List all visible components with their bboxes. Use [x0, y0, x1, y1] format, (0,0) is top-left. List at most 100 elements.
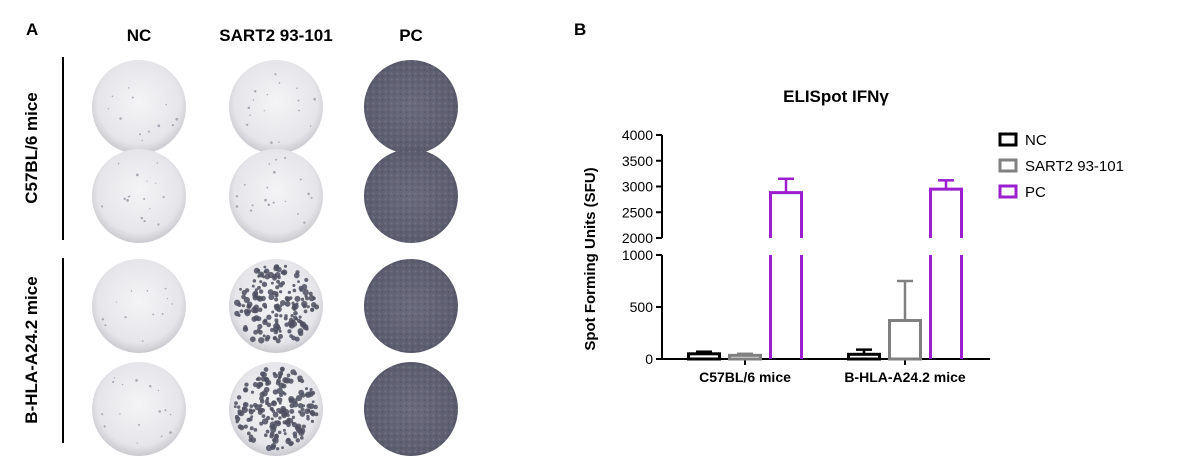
- well-spot: [119, 117, 122, 120]
- well-spot: [268, 294, 275, 301]
- well-spot: [272, 336, 277, 340]
- well-spot: [287, 290, 292, 295]
- well-spot: [282, 377, 289, 384]
- well-spot: [250, 390, 255, 394]
- y-tick-label: 2000: [622, 230, 653, 246]
- well-spot: [277, 430, 282, 435]
- well-spot: [274, 313, 279, 318]
- well-spot: [252, 402, 258, 408]
- well-spot: [284, 301, 291, 307]
- well-spot: [290, 369, 297, 375]
- well-spot: [239, 309, 244, 314]
- well-spot: [256, 384, 261, 390]
- well-spot: [249, 114, 251, 117]
- column-header-pc: PC: [399, 26, 423, 45]
- well-spot: [276, 387, 283, 395]
- well-spot: [286, 437, 291, 442]
- well-spot: [248, 437, 253, 443]
- well-spot: [171, 303, 173, 305]
- x-tick-label: B-HLA-A24.2 mice: [844, 369, 966, 385]
- well-spot: [278, 382, 285, 389]
- well-spot: [135, 378, 138, 382]
- well-spot: [241, 406, 248, 414]
- well-spot: [298, 109, 300, 112]
- well-spot: [126, 199, 129, 202]
- well-spot: [275, 285, 280, 290]
- well-spot: [235, 205, 239, 208]
- well-spot: [149, 385, 152, 388]
- well-spot: [313, 97, 316, 101]
- well-spot: [141, 139, 143, 142]
- well-spot: [288, 398, 294, 404]
- y-tick-label: 0: [645, 351, 653, 367]
- well-spot: [246, 417, 251, 422]
- well-spot: [304, 277, 309, 283]
- well-spot: [279, 314, 283, 318]
- bar-sart2-93-101: [888, 319, 922, 361]
- well-spot: [275, 324, 281, 329]
- well-spot: [160, 435, 163, 438]
- well-spot: [285, 296, 291, 302]
- well-spot: [298, 285, 304, 291]
- well-spot: [233, 405, 237, 409]
- column-header-nc: NC: [126, 26, 152, 45]
- well-spot: [270, 141, 273, 144]
- panel-a-letter: A: [26, 20, 39, 39]
- well-spot: [251, 204, 254, 207]
- well-spot: [259, 403, 263, 408]
- well-spot: [263, 367, 269, 372]
- well-spot: [265, 334, 271, 340]
- well-spot: [258, 271, 265, 278]
- panel-b-letter: B: [574, 20, 587, 39]
- legend-swatch-sart2-93-101: [998, 158, 1018, 173]
- well-spot: [298, 429, 305, 437]
- well-spot: [264, 268, 270, 274]
- y-tick-label: 2500: [622, 204, 653, 220]
- well-spot: [269, 433, 274, 439]
- well-spot: [236, 395, 242, 400]
- well-spot: [152, 313, 155, 316]
- well-spot: [297, 99, 300, 102]
- well-spot: [306, 414, 310, 418]
- group-divider-bhla: [62, 258, 64, 443]
- elispot-wells: [92, 60, 458, 456]
- well-spot: [259, 280, 263, 284]
- well-spot: [241, 294, 246, 300]
- well-spot: [243, 388, 248, 393]
- well-spot: [276, 306, 282, 313]
- well-spot: [302, 404, 306, 408]
- well-spot: [260, 371, 266, 377]
- well-spot: [262, 334, 266, 338]
- well-spot: [169, 413, 172, 416]
- well-spot: [131, 96, 134, 99]
- well-spot: [275, 338, 281, 344]
- bar-sart2-93-101: [728, 353, 762, 361]
- bar-nc: [687, 352, 721, 361]
- well-spot: [297, 403, 304, 409]
- well-spot: [267, 289, 274, 295]
- well-spot: [275, 447, 280, 451]
- well-spot: [112, 380, 115, 384]
- well-r1-nc: [92, 60, 186, 154]
- well-spot: [283, 264, 288, 268]
- well-spot: [284, 200, 287, 203]
- well-spot: [266, 186, 269, 189]
- well-texture: [364, 149, 458, 243]
- well-spot: [270, 417, 274, 421]
- well-spot: [299, 411, 306, 417]
- well-spot: [299, 178, 302, 181]
- well-spot: [268, 163, 271, 165]
- well-spot: [147, 130, 150, 133]
- well-spot: [287, 329, 292, 334]
- bar-pc-lower: [929, 255, 963, 359]
- well-spot: [306, 408, 311, 413]
- column-header-sart2: SART2 93-101: [219, 26, 333, 45]
- well-spot: [261, 418, 269, 425]
- well-spot: [293, 310, 298, 316]
- well-spot: [251, 316, 258, 322]
- well-spot: [278, 329, 282, 333]
- well-spot: [140, 216, 143, 220]
- well-spot: [263, 433, 268, 438]
- well-texture: [364, 362, 458, 456]
- well-spot: [123, 197, 127, 201]
